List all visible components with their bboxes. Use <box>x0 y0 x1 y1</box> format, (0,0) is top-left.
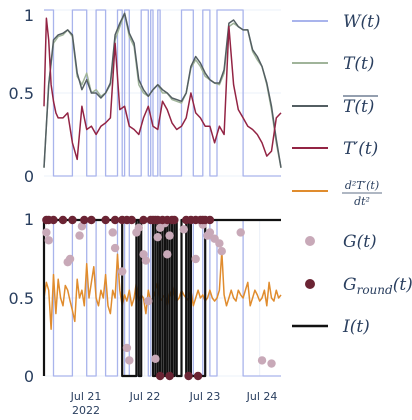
xtick-jul24: Jul 24 <box>246 390 278 403</box>
ground-point-27 <box>193 371 203 381</box>
ground-point-12 <box>139 215 148 225</box>
ground-point-22 <box>170 215 179 225</box>
ground-point-7 <box>101 215 110 225</box>
bottom-panel <box>42 215 282 381</box>
xtick-year: 2022 <box>72 404 100 417</box>
legend-label-ground-tail: (t) <box>393 275 412 295</box>
ground-point-11 <box>127 215 136 225</box>
ground-point-3 <box>58 215 68 225</box>
series-line-3 <box>43 17 282 161</box>
legend-swatch-g <box>305 236 315 246</box>
g-point-22 <box>179 225 189 234</box>
ground-point-17 <box>155 371 165 381</box>
legend-label-tbar: T(t) <box>343 97 374 117</box>
top-ytick-0: 0 <box>24 167 34 186</box>
ground-point-8 <box>110 215 120 225</box>
g-point-6 <box>108 228 117 237</box>
legend-label-ground-sub: round <box>357 283 393 297</box>
legend-label-d2-num: d²T′(t) <box>345 179 379 192</box>
g-point-20 <box>163 250 172 259</box>
g-point-12 <box>134 223 143 232</box>
g-point-14 <box>141 256 151 265</box>
xtick-jul21: Jul 21 <box>70 390 102 403</box>
g-point-15 <box>144 296 153 306</box>
ground-point-20 <box>165 371 174 381</box>
bottom-ytick-05: 0.5 <box>9 289 34 308</box>
legend: W(t) T(t) T(t) T′(t) d²T′(t) dt² G(t) Gr… <box>292 12 412 337</box>
top-ytick-05: 0.5 <box>9 84 34 103</box>
g-point-21 <box>165 231 174 240</box>
g-point-10 <box>125 356 134 365</box>
legend-swatch-ground <box>305 279 315 289</box>
g-point-0 <box>42 228 51 237</box>
legend-label-d2-den: dt² <box>354 195 370 208</box>
top-ytick-1: 1 <box>24 6 34 25</box>
bottom-ytick-0: 0 <box>24 367 34 386</box>
g-point-1 <box>44 236 53 245</box>
g-point-30 <box>236 228 245 237</box>
ground-point-31 <box>205 215 215 225</box>
g-point-9 <box>122 343 132 353</box>
g-point-29 <box>217 247 226 256</box>
g-point-3 <box>65 254 75 264</box>
g-point-17 <box>153 232 162 242</box>
legend-label-tprime: T′(t) <box>343 139 378 159</box>
series-line-2 <box>43 12 282 168</box>
legend-label-ground: Ground(t) <box>343 275 412 297</box>
g-point-28 <box>215 239 224 248</box>
legend-label-i: I(t) <box>342 317 370 337</box>
series-line-0 <box>44 9 281 177</box>
legend-label-t: T(t) <box>343 54 374 74</box>
ground-point-6 <box>87 215 96 225</box>
g-point-16 <box>151 354 160 364</box>
legend-label-w: W(t) <box>343 12 381 32</box>
xtick-jul22: Jul 22 <box>129 390 161 403</box>
g-point-4 <box>75 231 84 240</box>
legend-label-ground-g: G <box>343 275 357 295</box>
g-point-7 <box>110 243 120 253</box>
ground-point-5 <box>80 215 89 225</box>
g-point-26 <box>205 228 215 237</box>
g-point-23 <box>191 254 200 264</box>
g-point-8 <box>118 267 127 276</box>
ground-point-2 <box>49 215 58 225</box>
ground-point-4 <box>68 215 77 225</box>
g-point-32 <box>267 359 276 368</box>
top-panel <box>43 9 282 177</box>
bottom-ytick-1: 1 <box>24 210 34 229</box>
legend-label-g: G(t) <box>343 232 377 252</box>
xtick-jul23: Jul 23 <box>189 390 221 403</box>
ground-point-24 <box>184 371 193 381</box>
g-point-31 <box>257 356 267 365</box>
